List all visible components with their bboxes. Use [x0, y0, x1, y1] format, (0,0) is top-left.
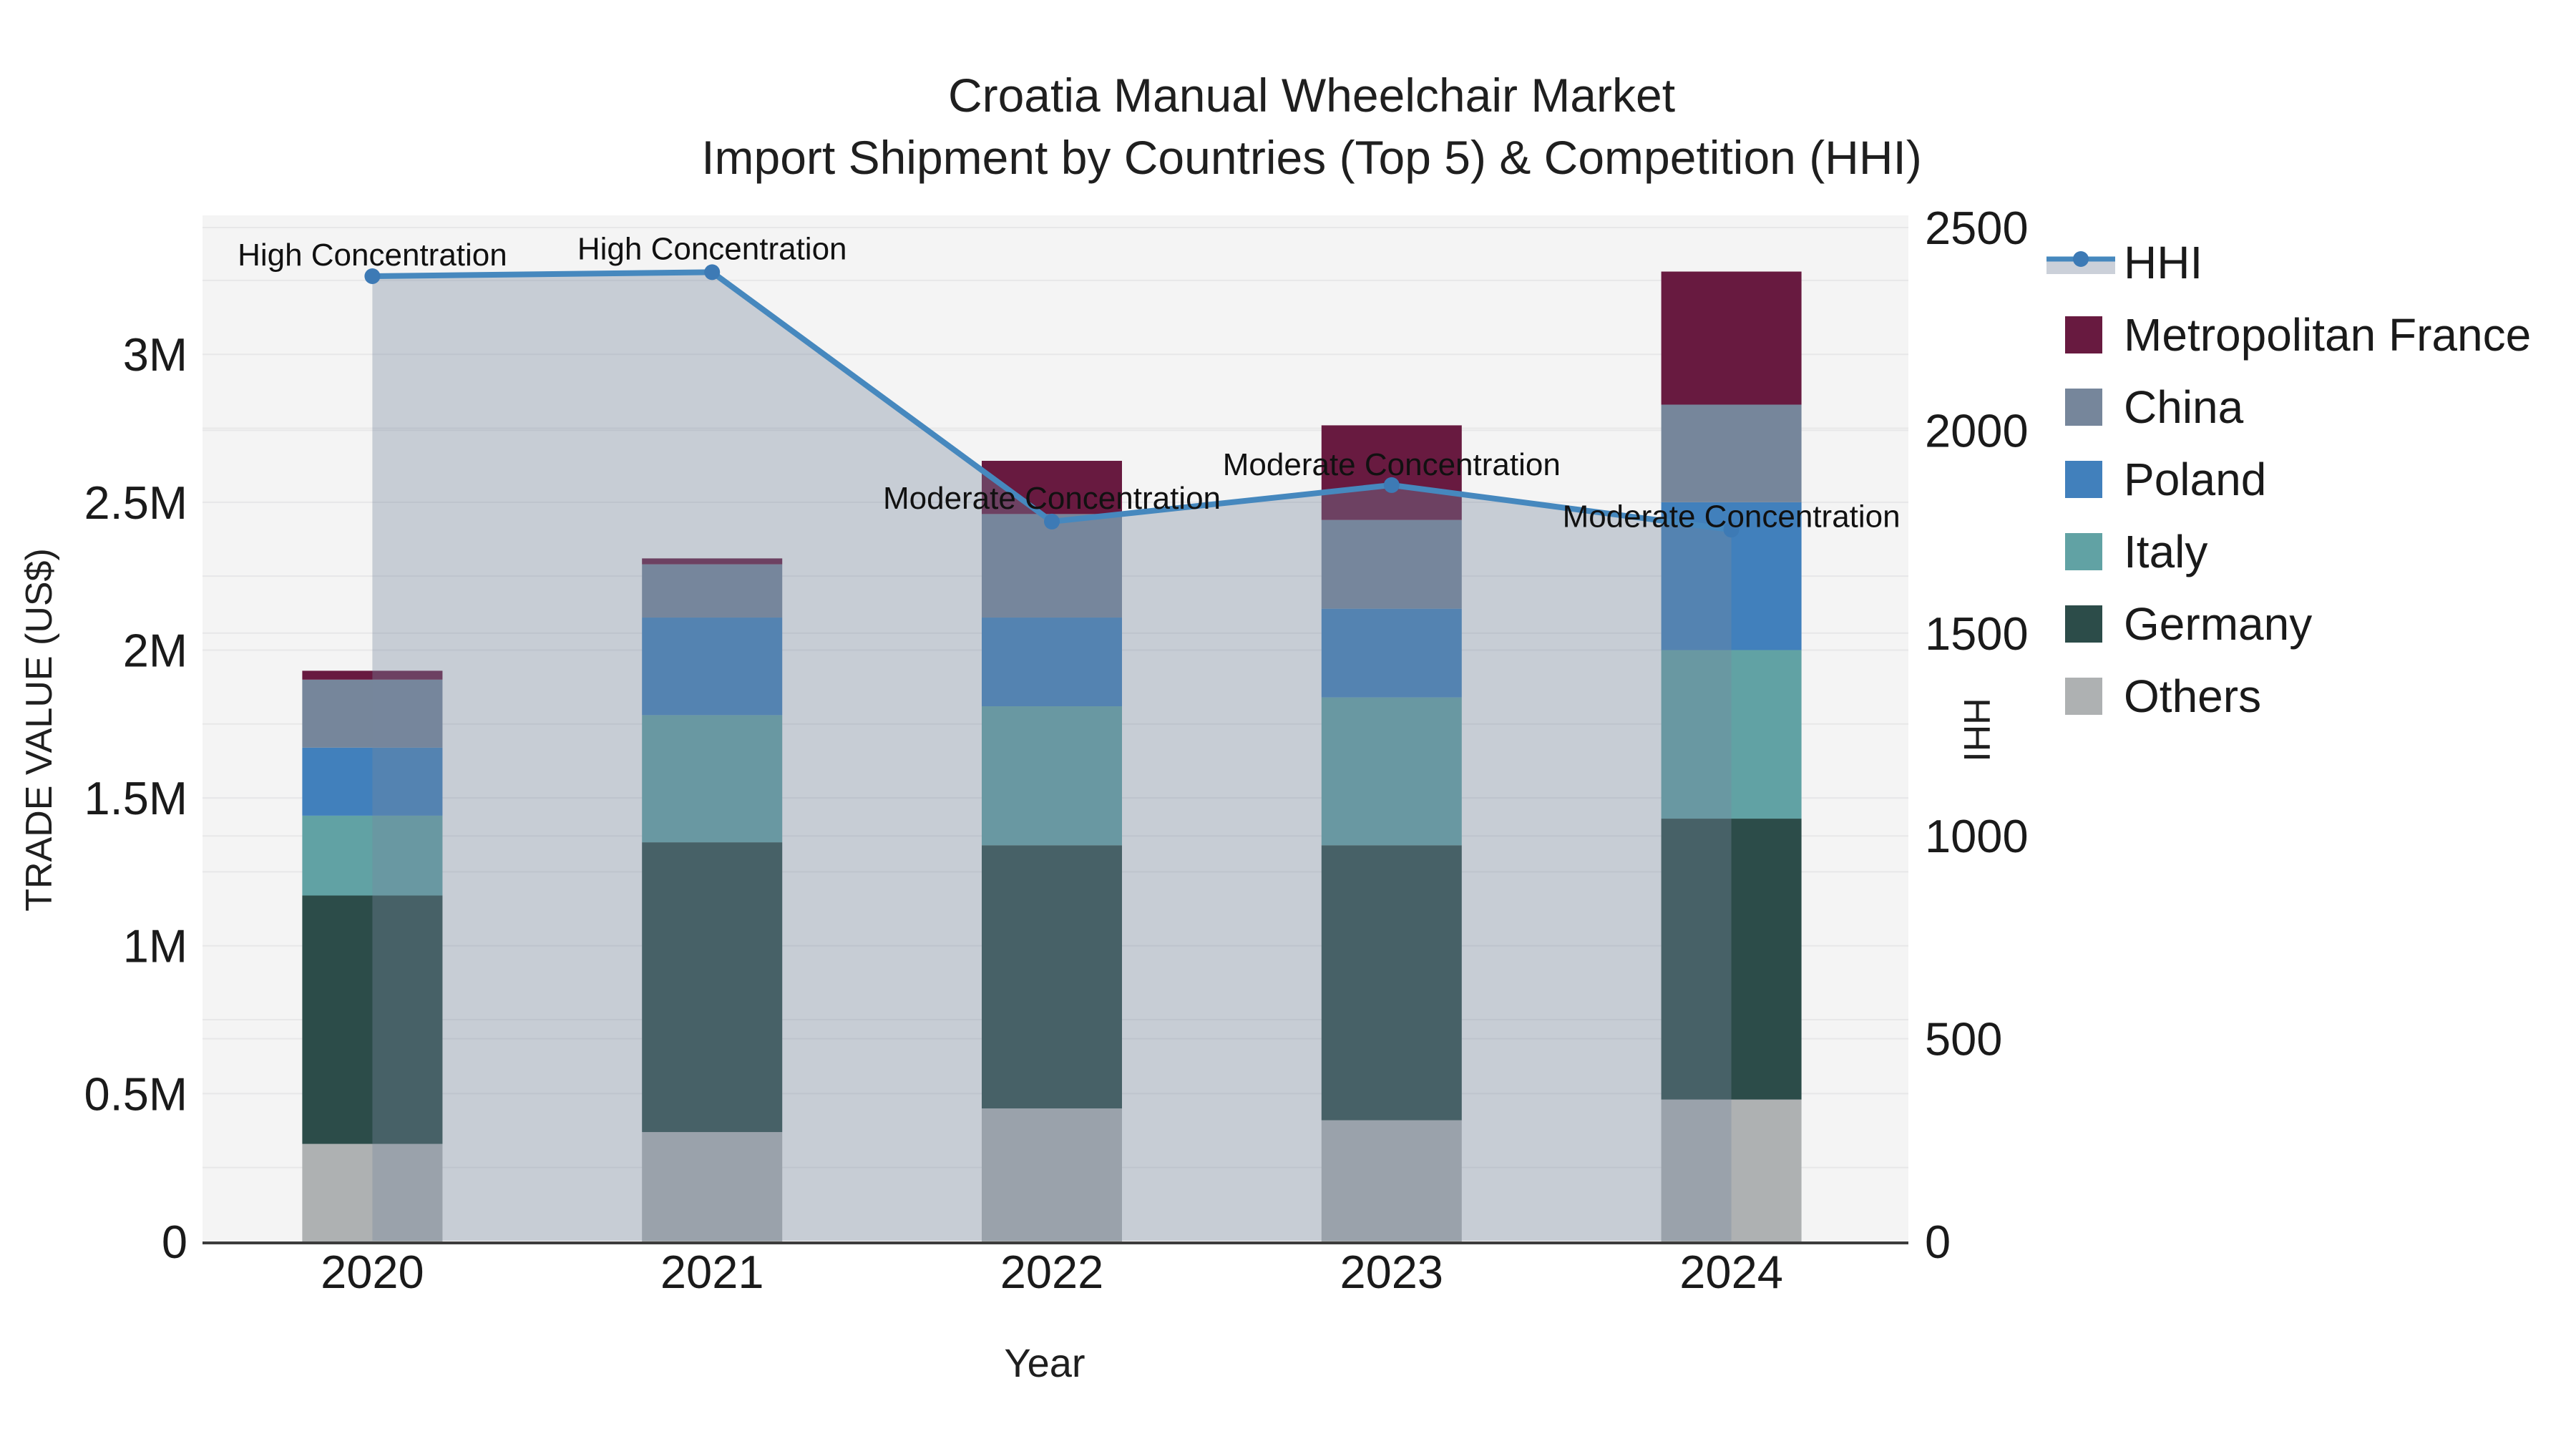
y-right-tick-label: 1000	[1925, 810, 2029, 862]
bar-segment-metropolitan-france-2020	[302, 670, 443, 680]
y-axis-right-title: HHI	[1956, 698, 1997, 762]
legend-color-swatch-icon	[2065, 605, 2102, 643]
x-tick-label-2024: 2024	[1679, 1246, 1783, 1298]
y-right-tick-label: 1500	[1925, 608, 2029, 660]
bar-segment-italy-2022	[982, 706, 1122, 846]
legend-color-swatch-icon	[2065, 460, 2102, 498]
legend: HHI Metropolitan France China Poland Italy Ge…	[2046, 226, 2531, 732]
legend-color-swatch-icon	[2065, 532, 2102, 570]
bar-segment-poland-2022	[982, 618, 1122, 707]
legend-label: Germany	[2124, 597, 2313, 650]
x-axis-title: Year	[1004, 1340, 1085, 1385]
legend-label: China	[2124, 381, 2244, 433]
chart-title-line2: Import Shipment by Countries (Top 5) & C…	[701, 131, 1922, 184]
legend-label: HHI	[2124, 236, 2203, 288]
bar-segment-poland-2023	[1321, 608, 1462, 698]
legend-swatch-china	[2046, 388, 2124, 426]
bar-segment-others-2021	[642, 1132, 783, 1241]
x-tick-label-2021: 2021	[660, 1246, 764, 1298]
hhi-marker-2022	[1044, 513, 1060, 530]
bar-segment-metropolitan-france-2024	[1661, 271, 1802, 405]
hhi-marker-2023	[1383, 477, 1400, 493]
legend-swatch-poland	[2046, 460, 2124, 498]
legend-swatch-hhi	[2046, 247, 2124, 278]
x-tick-label-2022: 2022	[1000, 1246, 1104, 1298]
legend-item-hhi[interactable]: HHI	[2046, 226, 2531, 298]
y-left-tick-label: 2M	[123, 624, 187, 676]
annotation-2022: Moderate Concentration	[883, 481, 1221, 516]
annotation-2023: Moderate Concentration	[1223, 447, 1561, 482]
legend-color-swatch-icon	[2065, 677, 2102, 715]
bar-segment-italy-2021	[642, 715, 783, 843]
bar-segment-others-2023	[1321, 1120, 1462, 1241]
hhi-line-swatch-icon	[2046, 250, 2115, 274]
legend-label: Metropolitan France	[2124, 308, 2532, 361]
y-axis-left-title: TRADE VALUE (US$)	[19, 548, 60, 912]
bar-segment-germany-2021	[642, 842, 783, 1133]
hhi-marker-2024	[1723, 522, 1740, 538]
bar-segment-poland-2020	[302, 747, 443, 816]
bar-segment-italy-2024	[1661, 650, 1802, 819]
hhi-marker-2021	[704, 264, 721, 280]
legend-label: Italy	[2124, 525, 2208, 577]
y-left-tick-label: 1.5M	[84, 772, 187, 824]
legend-item-poland[interactable]: Poland	[2046, 443, 2531, 515]
chart-title-line1: Croatia Manual Wheelchair Market	[947, 69, 1676, 122]
y-right-tick-label: 2000	[1925, 404, 2029, 457]
annotation-2021: High Concentration	[577, 231, 847, 266]
legend-swatch-italy	[2046, 532, 2124, 570]
bar-segment-italy-2020	[302, 815, 443, 896]
y-right-tick-label: 0	[1925, 1216, 1951, 1268]
y-left-tick-label: 3M	[123, 328, 187, 381]
bar-segment-china-2022	[982, 514, 1122, 618]
bar-segment-china-2023	[1321, 519, 1462, 609]
legend-swatch-metropolitan-france	[2046, 316, 2124, 353]
legend-color-swatch-icon	[2065, 388, 2102, 426]
bar-segment-china-2021	[642, 564, 783, 618]
x-tick-label-2020: 2020	[321, 1246, 424, 1298]
legend-item-germany[interactable]: Germany	[2046, 587, 2531, 660]
y-right-tick-label: 2500	[1925, 202, 2029, 254]
legend-label: Others	[2124, 670, 2262, 722]
bar-segment-others-2024	[1661, 1099, 1802, 1241]
hhi-area-fill	[372, 272, 1732, 1241]
bar-segment-china-2020	[302, 679, 443, 748]
bar-segment-china-2024	[1661, 404, 1802, 502]
bar-segment-germany-2023	[1321, 845, 1462, 1121]
bar-segment-metropolitan-france-2023	[1321, 425, 1462, 520]
bar-segment-others-2020	[302, 1143, 443, 1241]
x-tick-label-2023: 2023	[1340, 1246, 1443, 1298]
y-left-tick-label: 0.5M	[84, 1068, 187, 1120]
bar-segment-italy-2023	[1321, 697, 1462, 846]
bar-segment-metropolitan-france-2021	[642, 558, 783, 565]
legend-swatch-others	[2046, 677, 2124, 715]
legend-label: Poland	[2124, 453, 2267, 505]
bar-segment-poland-2021	[642, 618, 783, 716]
y-left-tick-label: 1M	[123, 920, 187, 972]
hhi-marker-2020	[364, 268, 381, 285]
bar-segment-germany-2024	[1661, 819, 1802, 1100]
y-left-tick-label: 0	[162, 1216, 187, 1268]
legend-color-swatch-icon	[2065, 316, 2102, 353]
legend-item-italy[interactable]: Italy	[2046, 515, 2531, 587]
y-left-tick-label: 2.5M	[84, 477, 187, 529]
bar-segment-germany-2020	[302, 895, 443, 1144]
y-right-tick-label: 500	[1925, 1013, 2002, 1065]
legend-swatch-germany	[2046, 605, 2124, 643]
annotation-2020: High Concentration	[238, 238, 507, 273]
bar-segment-others-2022	[982, 1108, 1122, 1241]
legend-item-china[interactable]: China	[2046, 371, 2531, 443]
legend-item-metropolitan-france[interactable]: Metropolitan France	[2046, 298, 2531, 371]
legend-item-others[interactable]: Others	[2046, 660, 2531, 732]
annotation-2024: Moderate Concentration	[1563, 499, 1901, 534]
bar-segment-germany-2022	[982, 845, 1122, 1109]
